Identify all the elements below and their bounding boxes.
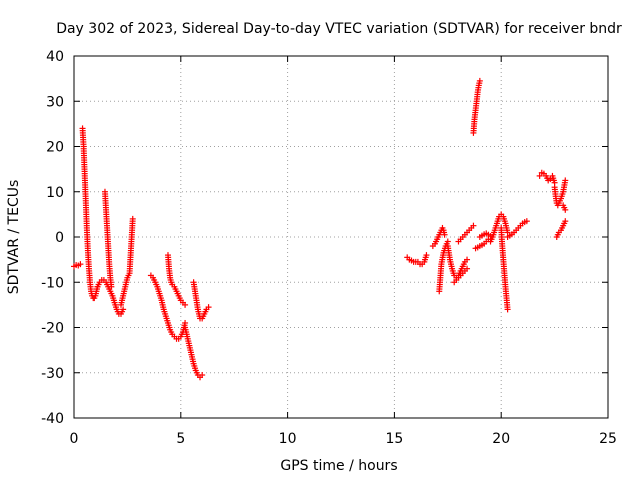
y-tick-label: 0 — [55, 230, 64, 246]
series-seg2 — [79, 125, 101, 302]
x-tick-label: 15 — [385, 431, 403, 447]
y-tick-label: 30 — [46, 94, 64, 110]
data-point — [423, 252, 430, 259]
series-seg20 — [498, 224, 511, 313]
x-tick-label: 5 — [176, 431, 185, 447]
series-seg3 — [94, 276, 127, 317]
data-point — [129, 215, 136, 222]
grid-lines — [74, 56, 608, 418]
series-seg7 — [164, 252, 189, 308]
data-point — [547, 176, 554, 183]
data-point — [464, 256, 471, 263]
data-point — [536, 172, 543, 179]
data-point — [504, 306, 511, 313]
axis-ticks — [73, 55, 609, 419]
x-tick-label: 0 — [70, 431, 79, 447]
data-point — [77, 261, 84, 268]
series-seg15 — [455, 222, 477, 245]
x-tick-labels: 0 5 10 15 20 25 — [70, 431, 617, 447]
data-point — [562, 177, 569, 184]
data-point — [562, 218, 569, 225]
series-seg23 — [551, 177, 569, 209]
y-tick-label: -10 — [41, 275, 64, 291]
series-seg8 — [182, 324, 206, 381]
y-axis-label: SDTVAR / TECUs — [6, 180, 22, 295]
series-seg14 — [451, 265, 471, 286]
y-tick-label: -30 — [41, 366, 64, 382]
data-point — [476, 77, 483, 84]
chart-title: Day 302 of 2023, Sidereal Day-to-day VTE… — [56, 21, 622, 37]
series-seg16 — [470, 77, 483, 136]
data-point — [199, 372, 206, 379]
series-seg6 — [147, 272, 189, 342]
y-tick-label: 10 — [46, 185, 64, 201]
data-point — [182, 301, 189, 308]
y-tick-label: 20 — [46, 140, 64, 156]
x-tick-label: 20 — [492, 431, 510, 447]
series-seg4 — [101, 188, 115, 290]
data-point — [441, 231, 448, 238]
x-axis-label: GPS time / hours — [280, 458, 397, 474]
data-point — [464, 265, 471, 272]
series-seg9 — [190, 279, 212, 322]
data-point — [470, 222, 477, 229]
y-tick-label: -40 — [41, 411, 64, 427]
series-seg5 — [117, 215, 136, 308]
data-point — [523, 218, 530, 225]
series-seg22 — [536, 169, 558, 186]
y-tick-label: 40 — [46, 49, 64, 65]
data-point — [120, 306, 127, 313]
data-point — [562, 206, 569, 213]
series-seg21 — [504, 218, 530, 240]
series-seg13 — [444, 243, 471, 281]
series-seg10 — [404, 252, 430, 268]
series-seg1 — [71, 261, 84, 270]
y-tick-label: -20 — [41, 321, 64, 337]
data-points — [71, 77, 569, 381]
series-seg11 — [429, 224, 448, 250]
x-tick-label: 25 — [599, 431, 617, 447]
series-seg19 — [487, 211, 511, 245]
series-seg24 — [553, 218, 569, 240]
x-tick-label: 10 — [279, 431, 297, 447]
series-seg17 — [472, 236, 492, 252]
data-point — [205, 304, 212, 311]
series-seg25 — [560, 202, 569, 213]
y-tick-labels: -40 -30 -20 -10 0 10 20 30 40 — [41, 49, 64, 427]
data-point — [108, 283, 115, 290]
